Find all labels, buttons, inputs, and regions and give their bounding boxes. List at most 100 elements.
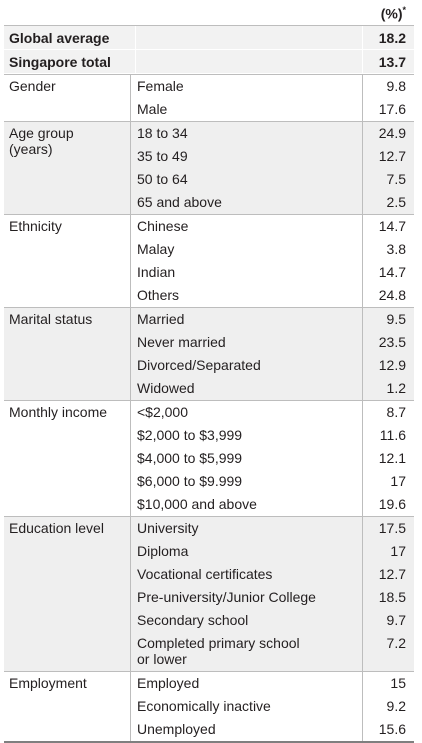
row-label: 65 and above: [137, 194, 222, 210]
table-row: Vocational certificates 12.7: [131, 563, 414, 586]
category-label: Employment: [9, 675, 87, 691]
row-value: 19.6: [362, 493, 414, 516]
row-value: 14.7: [362, 215, 414, 238]
percent-column-header: (%)*: [380, 5, 406, 22]
category-rows: <$2,000 8.7 $2,000 to $3,999 11.6 $4,000 to …: [130, 401, 414, 516]
row-label: Never married: [137, 334, 226, 350]
table-row: 50 to 64 7.5: [131, 168, 414, 191]
table-row: Diploma 17: [131, 540, 414, 563]
row-value: 15: [362, 672, 414, 695]
row-value: 9.8: [362, 75, 414, 98]
table-row: $6,000 to $9.999 17: [131, 470, 414, 493]
row-label: Malay: [137, 241, 175, 257]
row-value: 8.7: [362, 401, 414, 424]
table-row: Female 9.8: [131, 75, 414, 98]
table-row: Pre-university/Junior College 18.5: [131, 586, 414, 609]
row-value: 3.8: [362, 238, 414, 261]
table-row: Chinese 14.7: [131, 215, 414, 238]
table-section: Age group (years) 18 to 34 24.9 35 to 49 12.…: [4, 121, 414, 214]
table-row: Indian 14.7: [131, 261, 414, 284]
table-header: (%)*: [4, 0, 414, 25]
summary-label: Global average: [9, 29, 110, 46]
table-row: 65 and above 2.5: [131, 191, 414, 214]
row-label: Male: [137, 101, 168, 117]
row-label: University: [137, 520, 199, 536]
table-row: Others 24.8: [131, 284, 414, 307]
summary-row-singapore-total: Singapore total 13.7: [4, 50, 414, 74]
summary-value: 18.2: [362, 26, 414, 49]
row-value: 12.9: [362, 354, 414, 377]
row-value: 23.5: [362, 331, 414, 354]
row-value: 9.2: [362, 695, 414, 718]
category-label: Ethnicity: [9, 218, 62, 234]
row-value: 17.6: [362, 98, 414, 121]
row-label: Economically inactive: [137, 698, 271, 714]
table-section: Gender Female 9.8 Male 17.6: [4, 74, 414, 121]
table-row: 18 to 34 24.9: [131, 122, 414, 145]
table-row: Widowed 1.2: [131, 377, 414, 400]
row-value: 12.7: [362, 145, 414, 168]
row-value: 17.5: [362, 517, 414, 540]
row-label: Widowed: [137, 380, 195, 396]
table-row: Married 9.5: [131, 308, 414, 331]
table-row: $10,000 and above 19.6: [131, 493, 414, 516]
row-label: 18 to 34: [137, 125, 188, 141]
row-label: Indian: [137, 264, 176, 280]
row-label: Unemployed: [137, 721, 216, 737]
row-label: Others: [137, 287, 180, 303]
row-value: 24.9: [362, 122, 414, 145]
row-label: <$2,000: [137, 404, 188, 420]
row-value: 24.8: [362, 284, 414, 307]
table-section: Ethnicity Chinese 14.7 Malay 3.8 Indian 14.7 Ot…: [4, 214, 414, 307]
row-value: 14.7: [362, 261, 414, 284]
table-row: Employed 15: [131, 672, 414, 695]
row-label: Secondary school: [137, 612, 249, 628]
row-label: Divorced/Separated: [137, 357, 261, 373]
category-rows: Female 9.8 Male 17.6: [130, 75, 414, 121]
row-value: 17: [362, 540, 414, 563]
table-section: Education level University 17.5 Diploma 17 Vo…: [4, 516, 414, 671]
row-value: 7.2: [362, 632, 414, 671]
row-value: 9.5: [362, 308, 414, 331]
table-row: Secondary school 9.7: [131, 609, 414, 632]
category-label: Monthly income: [9, 404, 108, 420]
row-label: Employed: [137, 675, 200, 691]
table-row: Male 17.6: [131, 98, 414, 121]
row-label: Completed primary school or lower: [137, 635, 300, 667]
table-section: Marital status Married 9.5 Never married 23.…: [4, 307, 414, 400]
table-row: Economically inactive 9.2: [131, 695, 414, 718]
table-section: Employment Employed 15 Economically inactiv…: [4, 671, 414, 741]
row-label: 35 to 49: [137, 148, 188, 164]
row-value: 12.1: [362, 447, 414, 470]
row-value: 1.2: [362, 377, 414, 400]
row-label: 50 to 64: [137, 171, 188, 187]
row-value: 7.5: [362, 168, 414, 191]
row-value: 15.6: [362, 718, 414, 741]
category-rows: Employed 15 Economically inactive 9.2 Unempl…: [130, 672, 414, 741]
row-label: Married: [137, 311, 185, 327]
row-value: 11.6: [362, 424, 414, 447]
table-body: Gender Female 9.8 Male 17.6 Age group (years)…: [4, 74, 414, 741]
table-row: Completed primary school or lower 7.2: [131, 632, 414, 671]
row-label: Diploma: [137, 543, 189, 559]
table-row: Malay 3.8: [131, 238, 414, 261]
row-label: Pre-university/Junior College: [137, 589, 316, 605]
category-rows: Chinese 14.7 Malay 3.8 Indian 14.7 Others 24.8: [130, 215, 414, 307]
category-rows: 18 to 34 24.9 35 to 49 12.7 50 to 64 7.5 65 an…: [130, 122, 414, 214]
summary-label: Singapore total: [9, 53, 111, 70]
summary-row-global-average: Global average 18.2: [4, 25, 414, 50]
table-row: Never married 23.5: [131, 331, 414, 354]
row-value: 17: [362, 470, 414, 493]
table-row: Divorced/Separated 12.9: [131, 354, 414, 377]
row-value: 9.7: [362, 609, 414, 632]
row-label: $6,000 to $9.999: [137, 473, 243, 489]
row-label: Female: [137, 78, 184, 94]
category-label: Gender: [9, 78, 56, 94]
table-row: $4,000 to $5,999 12.1: [131, 447, 414, 470]
row-label: Chinese: [137, 218, 189, 234]
row-label: $10,000 and above: [137, 496, 257, 512]
category-label: Marital status: [9, 311, 93, 327]
row-label: $4,000 to $5,999: [137, 450, 243, 466]
row-label: $2,000 to $3,999: [137, 427, 243, 443]
category-label: Age group (years): [9, 125, 74, 157]
